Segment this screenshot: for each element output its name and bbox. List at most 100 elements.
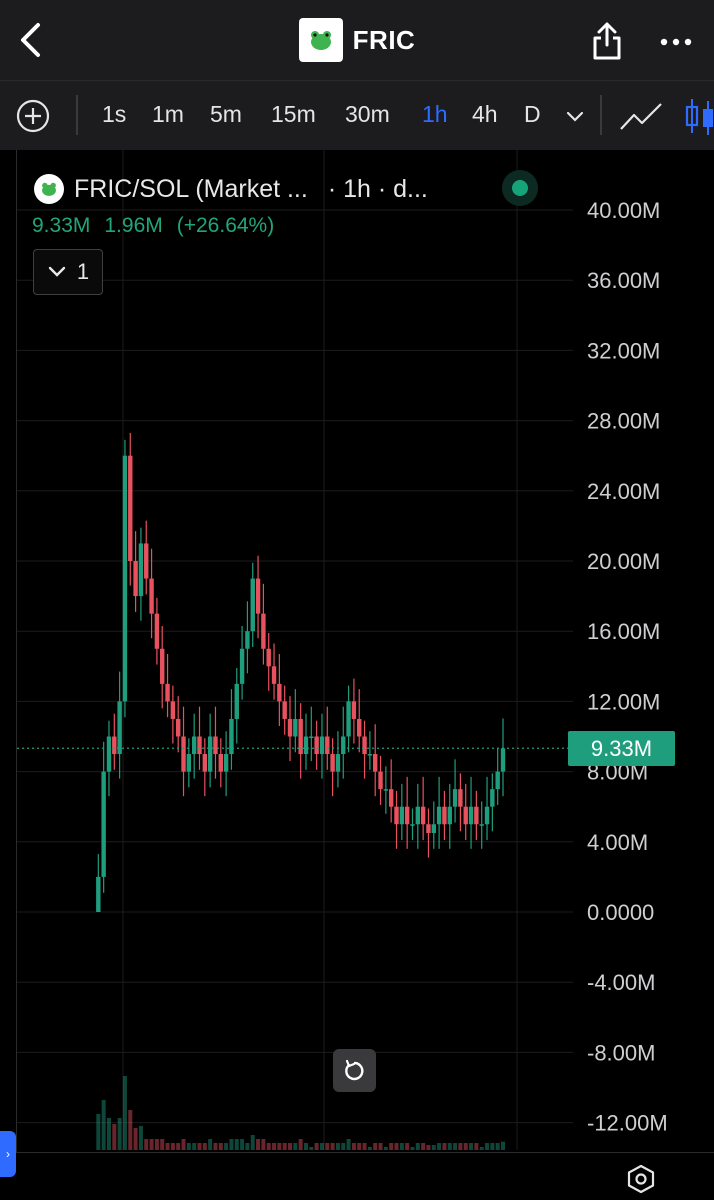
price-chart[interactable]: 40.00M 36.00M 32.00M 28.00M 24.00M 20.00M 16.0… — [17, 150, 714, 1200]
candle-body — [101, 771, 106, 877]
tab-15m[interactable]: 15m — [271, 101, 316, 127]
token-logo — [298, 18, 343, 62]
tab-1h[interactable]: 1h — [422, 101, 448, 127]
volume-bar — [224, 1143, 229, 1150]
add-indicator-icon[interactable] — [16, 99, 50, 133]
volume-bar — [373, 1143, 378, 1150]
y-tick-label: 24.00M — [587, 479, 660, 504]
volume-bar — [133, 1128, 138, 1150]
candle-body — [378, 771, 383, 790]
volume-bar — [197, 1143, 202, 1150]
volume-bar — [192, 1143, 197, 1150]
candle-body — [463, 806, 468, 825]
volume-bar — [96, 1114, 101, 1150]
candle-body — [149, 578, 154, 614]
legend-change-value: 1.96M — [104, 214, 163, 237]
chart-area[interactable]: 40.00M 36.00M 32.00M 28.00M 24.00M 20.00M 16.0… — [16, 150, 714, 1200]
volume-bar — [213, 1143, 218, 1150]
candle-body — [484, 806, 490, 825]
settings-hexagon-icon[interactable] — [626, 1164, 656, 1194]
line-chart-icon[interactable] — [618, 99, 664, 135]
candle-body — [431, 824, 436, 834]
candle-body — [325, 736, 330, 755]
tab-30m[interactable]: 30m — [345, 101, 390, 127]
tab-1m[interactable]: 1m — [152, 101, 184, 127]
y-tick-label: 40.00M — [587, 198, 660, 223]
tab-1s[interactable]: 1s — [102, 101, 127, 127]
candle-body — [426, 824, 431, 834]
candle-body — [282, 701, 287, 719]
legend-pair[interactable]: FRIC/SOL (Market ... — [74, 174, 308, 203]
candle-body — [181, 736, 186, 772]
volume-bar — [106, 1118, 111, 1150]
volume-bar — [176, 1143, 181, 1150]
token-logo — [34, 174, 64, 204]
candlestick-icon[interactable] — [684, 95, 714, 137]
candle-body — [160, 648, 165, 684]
candle-body — [133, 561, 138, 597]
candle-body — [191, 736, 197, 755]
tab-5m[interactable]: 5m — [210, 101, 242, 127]
tab-d[interactable]: D — [524, 101, 541, 127]
volume-bar — [245, 1143, 250, 1150]
candle-body — [112, 736, 117, 755]
chevron-down-icon[interactable] — [562, 105, 588, 127]
legend-values: 9.33M 1.96M (+26.64%) — [32, 214, 274, 238]
volume-bar — [101, 1100, 106, 1150]
volume-bar — [293, 1143, 298, 1150]
candle-body — [399, 806, 405, 825]
candle-body — [309, 736, 314, 738]
volume-bar — [474, 1143, 479, 1150]
more-button[interactable] — [654, 22, 698, 62]
share-button[interactable] — [586, 18, 628, 64]
candle-body — [442, 806, 447, 825]
candle-body — [138, 543, 144, 597]
volume-bar — [309, 1147, 314, 1150]
volume-bar — [288, 1143, 293, 1150]
collapse-indicators-button[interactable]: 1 — [33, 249, 103, 295]
volume-bar — [330, 1143, 335, 1150]
candle-body — [415, 806, 421, 825]
volume-bar — [442, 1143, 447, 1150]
live-status-indicator — [502, 170, 538, 206]
volume-bar — [170, 1143, 175, 1150]
candle-body — [261, 613, 266, 649]
candle-body — [234, 683, 239, 719]
candle-body — [229, 718, 234, 755]
candle-body — [373, 754, 378, 772]
reset-chart-button[interactable] — [333, 1049, 376, 1092]
candle-body — [404, 806, 410, 825]
candle-body — [245, 631, 250, 649]
candle-body — [367, 754, 373, 756]
y-tick-label: 20.00M — [587, 549, 660, 574]
volume-bar — [426, 1145, 431, 1150]
y-tick-label: -12.00M — [587, 1111, 668, 1136]
chevron-down-icon — [48, 266, 66, 277]
volume-bar — [383, 1147, 388, 1150]
indicator-count: 1 — [76, 259, 90, 284]
volume-bar — [266, 1143, 271, 1150]
volume-bar — [117, 1118, 122, 1150]
side-panel-tab[interactable]: › — [0, 1131, 16, 1177]
volume-bar — [218, 1143, 223, 1150]
y-tick-label: -4.00M — [587, 970, 655, 995]
volume-bar — [463, 1143, 468, 1150]
candle-body — [335, 754, 341, 772]
candle-body — [495, 771, 500, 790]
candle-body — [410, 824, 415, 826]
divider — [600, 95, 602, 135]
candle-body — [474, 806, 479, 825]
candle-body — [106, 736, 112, 772]
candle-body — [287, 718, 293, 737]
time-axis — [16, 1152, 714, 1200]
timeframe-bar: 1s 1m 5m 15m 30m 1h 4h D — [0, 80, 714, 150]
current-price-label: 9.33M — [568, 731, 675, 766]
volume-bar — [495, 1143, 500, 1150]
tab-4h[interactable]: 4h — [472, 101, 498, 127]
back-button[interactable] — [8, 16, 52, 64]
chart-legend: FRIC/SOL (Market ... · 1h · d... — [34, 172, 428, 206]
candle-body — [388, 789, 394, 807]
y-tick-label: 12.00M — [587, 689, 660, 714]
volume-bar — [186, 1143, 191, 1150]
candle-body — [213, 736, 218, 755]
